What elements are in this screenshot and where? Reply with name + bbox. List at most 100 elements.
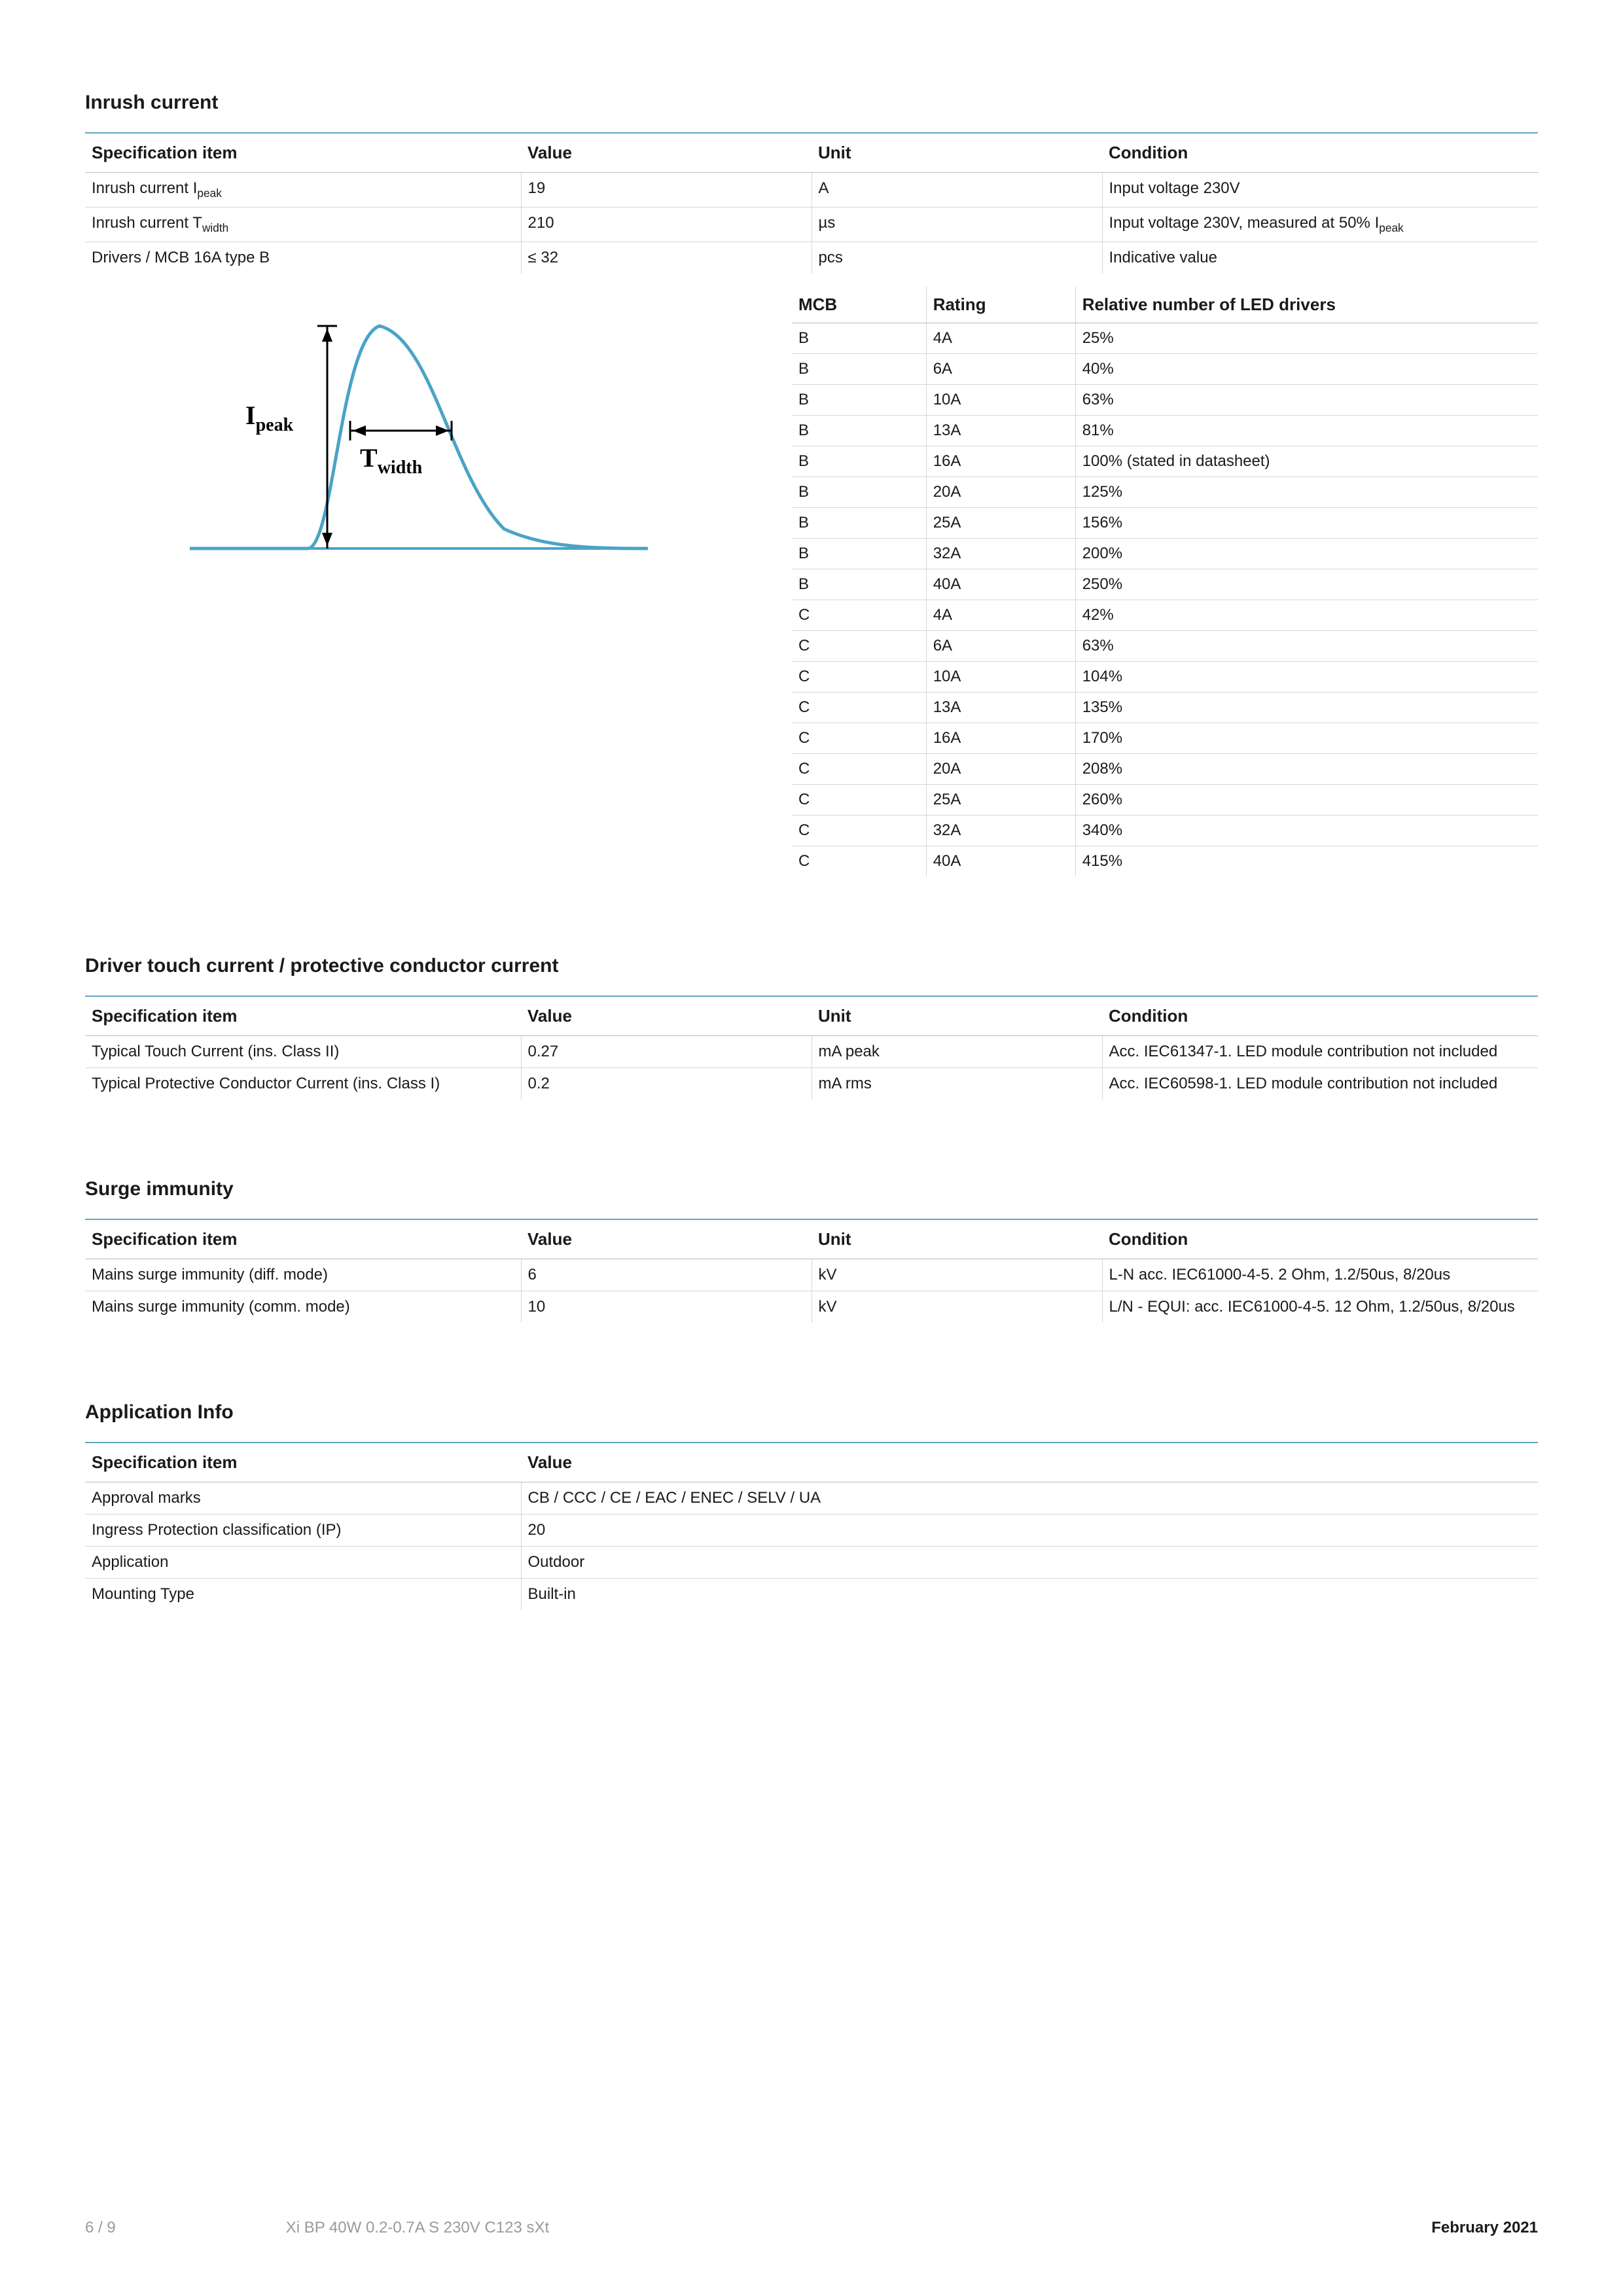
- cell-spec-item: Mounting Type: [85, 1578, 521, 1610]
- cell-mcb: B: [792, 384, 926, 415]
- cell-relative: 25%: [1075, 323, 1538, 353]
- ipeak-arrow-up: [322, 329, 332, 342]
- cell-rating: 25A: [926, 784, 1075, 815]
- inrush-row: Ipeak Twidth MCB Rating Relative number …: [85, 287, 1538, 876]
- section-title: Surge immunity: [85, 1178, 1538, 1200]
- cell-relative: 104%: [1075, 661, 1538, 692]
- section-title: Inrush current: [85, 92, 1538, 114]
- touch-spec-table: Specification item Value Unit Condition …: [85, 996, 1538, 1100]
- cell-rating: 13A: [926, 415, 1075, 446]
- table-row: B25A156%: [792, 507, 1538, 538]
- cell-mcb: C: [792, 661, 926, 692]
- table-row: ApplicationOutdoor: [85, 1546, 1538, 1578]
- table-row: B40A250%: [792, 569, 1538, 600]
- cell-unit: µs: [812, 207, 1102, 242]
- cell-mcb: B: [792, 538, 926, 569]
- cell-unit: kV: [812, 1259, 1102, 1291]
- cell-relative: 200%: [1075, 538, 1538, 569]
- table-row: Ingress Protection classification (IP)20: [85, 1514, 1538, 1546]
- table-row: C13A135%: [792, 692, 1538, 723]
- col-header: Unit: [812, 1219, 1102, 1259]
- cell-condition: Acc. IEC61347-1. LED module contribution…: [1102, 1035, 1538, 1067]
- table-row: B20A125%: [792, 476, 1538, 507]
- col-header: Value: [521, 1443, 1538, 1482]
- cell-rating: 32A: [926, 538, 1075, 569]
- col-header: Value: [521, 1219, 812, 1259]
- col-header: Value: [521, 996, 812, 1036]
- cell-rating: 40A: [926, 846, 1075, 876]
- col-header: MCB: [792, 287, 926, 323]
- cell-rating: 4A: [926, 323, 1075, 353]
- cell-relative: 81%: [1075, 415, 1538, 446]
- twidth-arrow-left: [353, 425, 366, 436]
- cell-relative: 415%: [1075, 846, 1538, 876]
- cell-mcb: B: [792, 476, 926, 507]
- table-row: C16A170%: [792, 723, 1538, 753]
- cell-mcb: B: [792, 353, 926, 384]
- cell-value: 210: [521, 207, 812, 242]
- table-row: C10A104%: [792, 661, 1538, 692]
- cell-condition: Input voltage 230V, measured at 50% Ipea…: [1102, 207, 1538, 242]
- section-title: Application Info: [85, 1401, 1538, 1424]
- cell-relative: 125%: [1075, 476, 1538, 507]
- table-row: C25A260%: [792, 784, 1538, 815]
- cell-mcb: C: [792, 630, 926, 661]
- section-surge: Surge immunity Specification item Value …: [85, 1178, 1538, 1323]
- col-header: Rating: [926, 287, 1075, 323]
- cell-value: 19: [521, 173, 812, 207]
- col-header: Condition: [1102, 1219, 1538, 1259]
- section-title: Driver touch current / protective conduc…: [85, 955, 1538, 977]
- col-header: Specification item: [85, 1219, 521, 1259]
- cell-spec-item: Application: [85, 1546, 521, 1578]
- cell-rating: 40A: [926, 569, 1075, 600]
- cell-value: 20: [521, 1514, 1538, 1546]
- col-header: Unit: [812, 996, 1102, 1036]
- cell-condition: Indicative value: [1102, 242, 1538, 274]
- cell-value: 10: [521, 1291, 812, 1323]
- table-row: Drivers / MCB 16A type B≤ 32pcsIndicativ…: [85, 242, 1538, 274]
- cell-rating: 20A: [926, 753, 1075, 784]
- twidth-label: Twidth: [360, 443, 423, 478]
- table-row: B6A40%: [792, 353, 1538, 384]
- cell-spec-item: Typical Touch Current (ins. Class II): [85, 1035, 521, 1067]
- cell-relative: 156%: [1075, 507, 1538, 538]
- col-header: Specification item: [85, 996, 521, 1036]
- cell-rating: 16A: [926, 446, 1075, 476]
- cell-mcb: C: [792, 753, 926, 784]
- ipeak-label: Ipeak: [245, 401, 294, 435]
- cell-mcb: C: [792, 600, 926, 630]
- table-row: B10A63%: [792, 384, 1538, 415]
- mcb-table-wrap: MCB Rating Relative number of LED driver…: [792, 287, 1538, 876]
- cell-relative: 340%: [1075, 815, 1538, 846]
- cell-unit: A: [812, 173, 1102, 207]
- cell-rating: 13A: [926, 692, 1075, 723]
- cell-mcb: B: [792, 507, 926, 538]
- table-row: Mounting TypeBuilt-in: [85, 1578, 1538, 1610]
- cell-value: 0.2: [521, 1067, 812, 1100]
- cell-unit: pcs: [812, 242, 1102, 274]
- table-row: C20A208%: [792, 753, 1538, 784]
- col-header: Unit: [812, 133, 1102, 173]
- table-row: B32A200%: [792, 538, 1538, 569]
- inrush-diagram: Ipeak Twidth: [85, 287, 766, 876]
- col-header: Condition: [1102, 996, 1538, 1036]
- cell-condition: L/N - EQUI: acc. IEC61000-4-5. 12 Ohm, 1…: [1102, 1291, 1538, 1323]
- surge-spec-table: Specification item Value Unit Condition …: [85, 1219, 1538, 1323]
- table-row: B16A100% (stated in datasheet): [792, 446, 1538, 476]
- cell-unit: mA rms: [812, 1067, 1102, 1100]
- cell-rating: 6A: [926, 630, 1075, 661]
- table-row: C4A42%: [792, 600, 1538, 630]
- col-header: Condition: [1102, 133, 1538, 173]
- ipeak-arrow-down: [322, 533, 332, 546]
- cell-relative: 260%: [1075, 784, 1538, 815]
- cell-mcb: C: [792, 784, 926, 815]
- cell-rating: 25A: [926, 507, 1075, 538]
- table-row: C32A340%: [792, 815, 1538, 846]
- cell-mcb: C: [792, 846, 926, 876]
- cell-mcb: C: [792, 815, 926, 846]
- table-row: C40A415%: [792, 846, 1538, 876]
- cell-rating: 32A: [926, 815, 1075, 846]
- cell-value: ≤ 32: [521, 242, 812, 274]
- section-app-info: Application Info Specification item Valu…: [85, 1401, 1538, 1610]
- inrush-spec-table: Specification item Value Unit Condition …: [85, 132, 1538, 274]
